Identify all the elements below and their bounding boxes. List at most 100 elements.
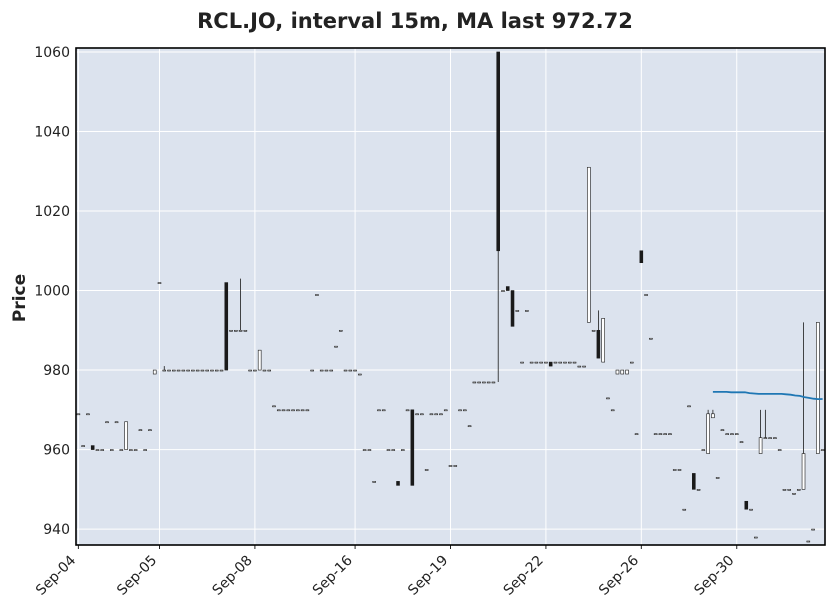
candle-body-up xyxy=(482,381,486,384)
y-tick-label: 1060 xyxy=(34,45,70,61)
candle-body-up xyxy=(567,361,572,364)
candle-body-up xyxy=(143,449,147,451)
candle-body-up xyxy=(610,409,615,412)
candle-body-up xyxy=(453,465,458,467)
candle-body-up xyxy=(243,329,248,332)
candle-body-up xyxy=(577,365,582,368)
candle-body-up xyxy=(658,433,663,435)
candle-body-up xyxy=(391,449,396,451)
candle-body-up xyxy=(711,413,715,419)
candle-body-down xyxy=(410,409,415,486)
x-tick-label: Sep-26 xyxy=(596,552,642,598)
candle-body-up xyxy=(806,540,811,543)
candle-body-up xyxy=(501,290,505,292)
candle-body-down xyxy=(639,250,644,264)
candle-body-up xyxy=(820,449,825,451)
candle-body-up xyxy=(234,329,238,332)
candle-body-up xyxy=(801,453,806,490)
candle-body-up xyxy=(563,361,567,364)
y-tick-label: 1020 xyxy=(34,204,70,220)
candle-body-up xyxy=(138,429,143,431)
candle-body-up xyxy=(272,405,276,408)
candle-body-up xyxy=(525,310,529,312)
candle-body-up xyxy=(796,489,801,491)
candle-body-up xyxy=(448,465,453,467)
y-tick-label: 960 xyxy=(43,443,70,459)
candle-body-down xyxy=(744,500,749,510)
candle-body-up xyxy=(119,449,124,451)
candle-body-up xyxy=(129,449,133,451)
y-tick-label: 1040 xyxy=(34,124,70,140)
candle-body-up xyxy=(467,425,472,428)
candle-body-up xyxy=(200,369,205,372)
candle-body-up xyxy=(291,409,295,412)
candle-body-up xyxy=(415,413,419,416)
candle-body-up xyxy=(386,449,391,451)
candle-body-up xyxy=(486,381,491,384)
candle-body-up xyxy=(358,373,362,376)
candle-body-up xyxy=(768,437,772,439)
candle-body-up xyxy=(458,409,462,412)
candle-body-up xyxy=(758,437,763,454)
candle-body-up xyxy=(210,369,214,372)
candle-body-up xyxy=(95,449,100,451)
candle-body-up xyxy=(276,409,281,412)
candle-body-up xyxy=(515,310,520,312)
candle-body-up xyxy=(267,369,271,372)
candle-body-up xyxy=(811,528,815,531)
candle-body-up xyxy=(300,409,305,412)
candle-body-down xyxy=(596,329,601,359)
candle-body-up xyxy=(329,369,334,372)
candle-body-up xyxy=(362,449,367,451)
candle-body-up xyxy=(439,413,443,416)
candle-body-up xyxy=(630,361,634,364)
x-tick-label: Sep-19 xyxy=(405,553,451,599)
candle-body-up xyxy=(343,369,348,372)
candle-body-down xyxy=(692,473,696,490)
candle-body-up xyxy=(157,282,162,284)
candle-body-down xyxy=(90,445,95,450)
candle-body-up xyxy=(229,329,233,332)
candle-body-up xyxy=(529,361,534,364)
candle-body-up xyxy=(754,536,758,539)
candle-body-up xyxy=(792,493,796,495)
candle-body-up xyxy=(205,369,209,372)
candle-body-up xyxy=(696,489,701,491)
candle-body-up xyxy=(81,445,85,447)
candle-body-up xyxy=(730,433,734,435)
candle-body-up xyxy=(319,369,324,372)
candle-body-up xyxy=(348,369,353,372)
x-tick-label: Sep-04 xyxy=(33,552,79,598)
candle-body-up xyxy=(601,318,605,363)
candle-body-up xyxy=(725,433,729,435)
candle-body-up xyxy=(315,294,319,296)
candle-body-up xyxy=(405,409,410,412)
candle-body-up xyxy=(248,369,252,372)
candle-body-up xyxy=(582,365,586,368)
candle-body-up xyxy=(663,433,667,435)
candle-body-up xyxy=(305,409,310,412)
candle-body-up xyxy=(191,369,195,372)
candle-body-up xyxy=(606,397,610,400)
candle-body-up xyxy=(296,409,300,412)
candle-body-up xyxy=(615,369,620,375)
candle-body-up xyxy=(367,449,372,451)
x-tick-label: Sep-08 xyxy=(210,553,256,599)
candle-body-up xyxy=(672,469,677,471)
candle-body-up xyxy=(324,369,329,372)
candle-body-up xyxy=(682,508,687,511)
candle-body-up xyxy=(105,421,109,424)
candle-body-up xyxy=(76,413,81,416)
candle-body-up xyxy=(687,405,691,408)
candle-body-up xyxy=(176,369,181,372)
candle-body-up xyxy=(472,381,477,384)
candle-body-up xyxy=(186,369,190,372)
moving-average-line xyxy=(712,390,823,401)
x-tick-label: Sep-30 xyxy=(691,553,737,599)
candle-body-up xyxy=(787,489,791,491)
candle-body-up xyxy=(172,369,176,372)
candle-body-up xyxy=(534,361,539,364)
candle-body-up xyxy=(706,413,710,454)
candle-body-up xyxy=(677,469,682,471)
